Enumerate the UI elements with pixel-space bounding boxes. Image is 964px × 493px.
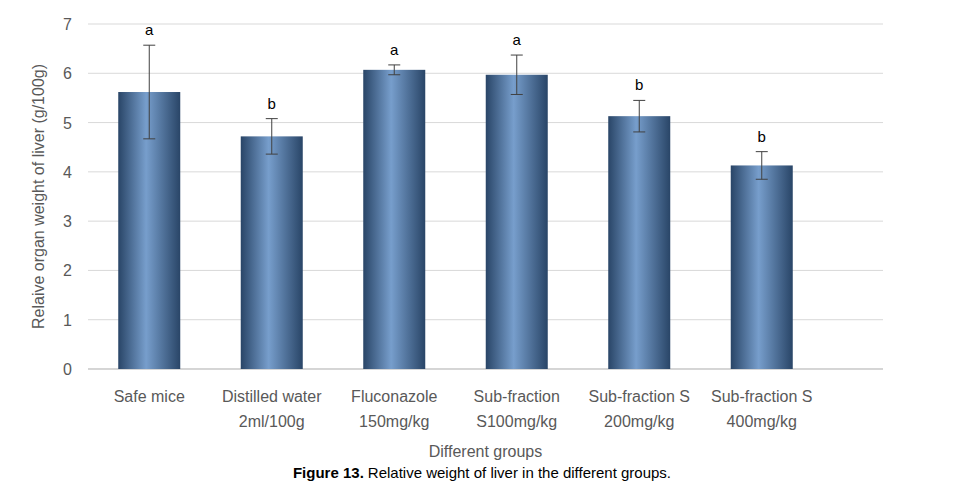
x-tick-label: Fluconazole150mg/kg — [351, 388, 437, 430]
bar — [363, 70, 425, 369]
bar — [241, 136, 303, 369]
y-tick-label: 4 — [63, 164, 72, 181]
y-tick-label: 0 — [63, 361, 72, 378]
significance-letter: b — [635, 76, 643, 93]
y-tick-label: 3 — [63, 213, 72, 230]
caption: Figure 13.Relative weight of liver in th… — [293, 464, 671, 481]
x-tick-label: Sub-fraction S400mg/kg — [711, 388, 812, 430]
y-tick-label: 7 — [63, 16, 72, 33]
chart: 0 1 2 3 4 5 6 7 a Safe mice b Distilled water2ml/10… — [0, 0, 964, 493]
error-bar — [756, 152, 768, 180]
bar — [731, 165, 793, 369]
y-tick-label: 2 — [63, 262, 72, 279]
significance-letter: a — [513, 31, 522, 48]
y-tick-label: 1 — [63, 312, 72, 329]
y-tick-label: 5 — [63, 115, 72, 132]
bar — [486, 75, 548, 369]
significance-letter: a — [390, 41, 399, 58]
x-tick-label: Sub-fraction S200mg/kg — [589, 388, 690, 430]
grid-line — [88, 73, 883, 74]
error-bar — [388, 65, 400, 75]
error-bar — [143, 45, 155, 139]
bar — [608, 116, 670, 369]
grid-line — [88, 122, 883, 123]
error-bar — [266, 119, 278, 154]
grid-line — [88, 24, 883, 25]
significance-letter: a — [145, 21, 154, 38]
x-tick-label: Distilled water2ml/100g — [222, 388, 322, 430]
title: Relative weight of liver in the differen… — [368, 464, 671, 481]
significance-letter: b — [758, 128, 766, 145]
bars — [118, 45, 793, 369]
x-tick-label: Sub-fractionS100mg/kg — [474, 388, 560, 430]
x-axis-label: Different groups — [429, 443, 543, 460]
error-bar — [633, 100, 645, 132]
y-tick-label: 6 — [63, 65, 72, 82]
error-bar — [511, 55, 523, 94]
figure-label: Figure 13. — [293, 464, 364, 481]
significance-letter: b — [268, 95, 276, 112]
y-axis-label: Relaive organ weight of liver (g/100g) — [30, 64, 47, 329]
x-tick-label: Safe mice — [114, 388, 185, 405]
